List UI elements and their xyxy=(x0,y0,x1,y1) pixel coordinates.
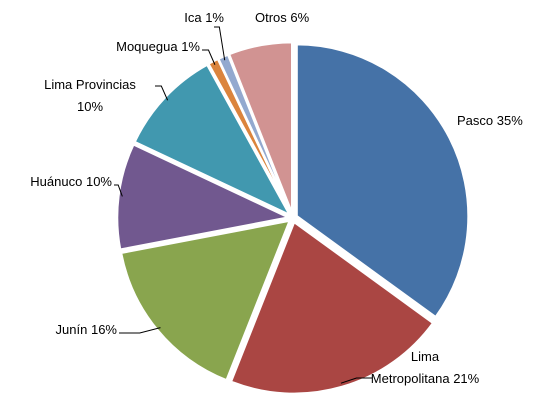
slice-label: Lima Provincias 10% xyxy=(25,74,155,118)
slice-label: Huánuco 10% xyxy=(30,171,112,193)
pie-slice xyxy=(115,142,294,252)
category-name: Pasco xyxy=(457,113,494,128)
category-name: Lima Provincias xyxy=(44,77,136,92)
pie-slice xyxy=(227,40,294,215)
value-label: 21% xyxy=(453,371,480,386)
category-name: Otros xyxy=(255,10,287,25)
slice-label: Otros 6% xyxy=(255,7,309,29)
category-name: Moquegua xyxy=(116,39,178,54)
pie-slice xyxy=(229,219,436,396)
value-label: 35% xyxy=(496,113,523,128)
slice-label: Ica 1% xyxy=(184,7,224,29)
leader-line xyxy=(340,377,372,384)
pie-slice xyxy=(119,218,292,383)
category-name: Junín xyxy=(55,322,88,337)
leader-line xyxy=(119,327,161,334)
slice-label: Pasco 35% xyxy=(457,110,523,132)
category-name: Huánuco xyxy=(30,174,83,189)
pie-slice xyxy=(295,42,470,320)
category-name: Lima Metropolitana xyxy=(370,349,450,386)
leader-line xyxy=(114,184,123,197)
value-label: 10% xyxy=(85,174,112,189)
pie-slice xyxy=(132,62,294,219)
value-label: 6% xyxy=(290,10,310,25)
category-name: Ica xyxy=(184,10,202,25)
slice-label: Lima Metropolitana 21% xyxy=(370,346,480,390)
slice-label: Moquegua 1% xyxy=(116,36,200,58)
value-label: 1% xyxy=(205,10,224,25)
value-label: 1% xyxy=(181,39,200,54)
value-label: 16% xyxy=(90,322,117,337)
leader-line xyxy=(202,49,216,65)
slice-label: Junín 16% xyxy=(56,319,117,341)
leader-line xyxy=(155,85,169,101)
value-label: 10% xyxy=(76,99,104,114)
leader-line xyxy=(214,26,226,61)
